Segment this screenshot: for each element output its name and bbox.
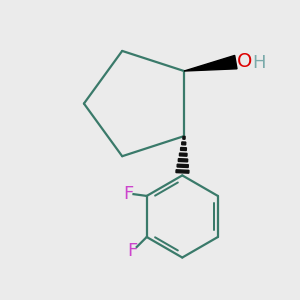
- Polygon shape: [179, 153, 187, 156]
- Polygon shape: [184, 56, 237, 71]
- Polygon shape: [176, 170, 189, 173]
- Text: F: F: [123, 185, 133, 203]
- Polygon shape: [183, 136, 185, 139]
- Text: O: O: [237, 52, 253, 71]
- Polygon shape: [177, 164, 188, 167]
- Polygon shape: [182, 142, 186, 145]
- Text: F: F: [127, 242, 138, 260]
- Polygon shape: [181, 148, 186, 151]
- Text: H: H: [252, 54, 266, 72]
- Polygon shape: [178, 159, 188, 162]
